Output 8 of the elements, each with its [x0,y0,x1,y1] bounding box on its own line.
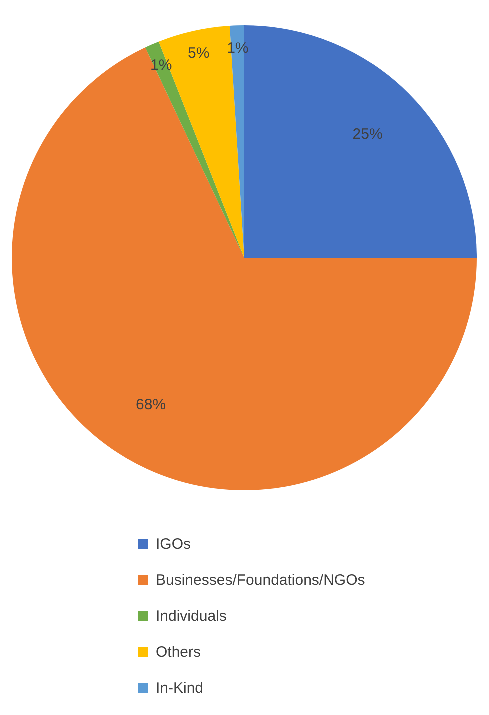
data-label: 68% [136,396,166,414]
legend-label: Individuals [156,608,227,624]
legend-label: IGOs [156,536,192,552]
legend-label: Others [156,644,202,660]
legend-label: In-Kind [156,680,204,696]
legend-label: Businesses/Foundations/NGOs [156,572,366,588]
data-label: 5% [188,44,210,62]
data-label: 25% [352,126,383,143]
